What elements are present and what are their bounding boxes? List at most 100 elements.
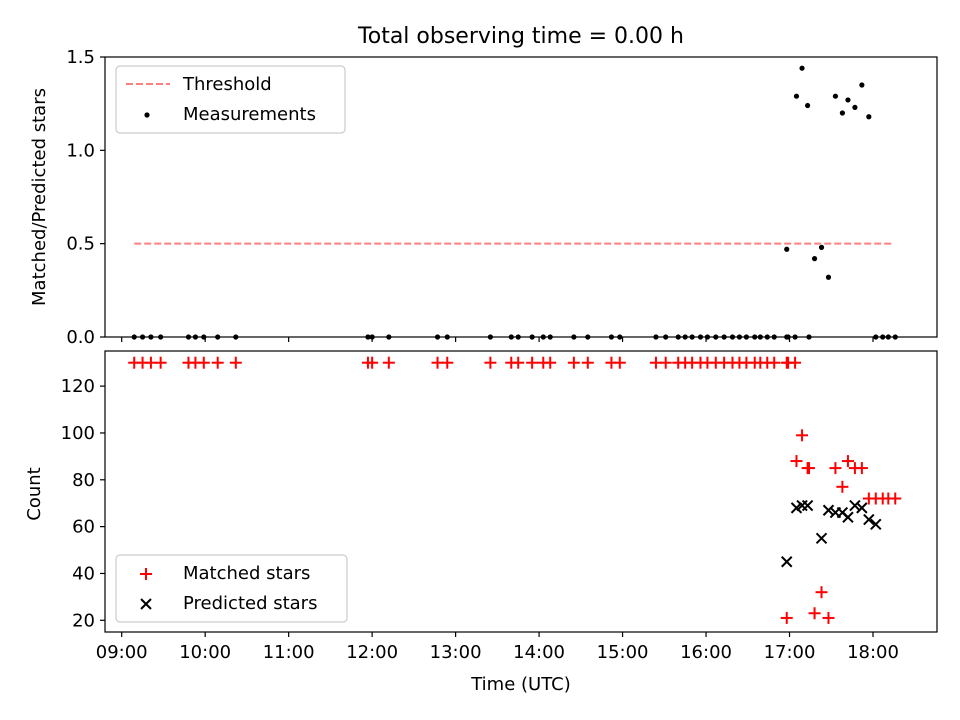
measurement-point — [811, 256, 818, 262]
predicted-star-point — [842, 511, 854, 523]
bottom-x-tick-label: 15:00 — [597, 642, 649, 663]
matched-star-point — [197, 356, 210, 369]
matched-star-point — [567, 356, 580, 369]
x-axis-label: Time (UTC) — [470, 674, 571, 695]
predicted-star-point — [870, 518, 882, 530]
bottom-x-tick-label: 11:00 — [263, 642, 315, 663]
bottom-x-tick-label: 10:00 — [179, 642, 231, 663]
legend-measurements-swatch — [144, 112, 150, 118]
bottom-x-tick-label: 16:00 — [680, 642, 732, 663]
bottom-y-tick-label: 60 — [72, 517, 95, 538]
matched-star-point — [229, 356, 242, 369]
top-legend: Threshold Measurements — [115, 65, 346, 134]
measurement-point — [818, 244, 825, 250]
bottom-x-tick-label: 09:00 — [96, 642, 148, 663]
matched-star-point — [836, 480, 849, 493]
predicted-star-point — [815, 532, 828, 545]
measurement-point — [866, 114, 872, 120]
measurement-point — [799, 65, 805, 71]
measurement-point — [832, 93, 839, 99]
bottom-y-tick-label: 100 — [61, 423, 95, 444]
matched-star-point — [841, 455, 854, 468]
bottom-y-axis-label: Count — [24, 467, 45, 520]
matched-star-point — [780, 611, 793, 624]
predicted-star-point — [856, 502, 868, 514]
predicted-star-b — [870, 518, 882, 530]
predicted-star-b — [856, 502, 868, 514]
matched-star-point — [526, 356, 539, 369]
matched-star-point — [803, 462, 815, 475]
predicted-star-point — [849, 499, 861, 512]
measurement-point — [839, 110, 845, 116]
matched-star-point — [829, 462, 842, 475]
legend-predicted-swatch — [140, 598, 152, 610]
bottom-y-tick-label: 40 — [72, 563, 95, 584]
matched-star-point — [768, 356, 781, 369]
matched-star-point — [855, 462, 868, 475]
matched-star-point — [790, 455, 803, 468]
predicted-star-b — [801, 499, 814, 512]
bottom-y-tick-label: 120 — [61, 376, 95, 397]
measurement-point — [784, 246, 790, 252]
matched-star-point — [789, 356, 802, 369]
predicted-star-point — [801, 499, 814, 512]
predicted-star-b — [849, 499, 861, 512]
matched-star-point — [382, 356, 395, 369]
legend-threshold-label: Threshold — [182, 74, 272, 95]
bottom-x-tick-label: 13:00 — [430, 642, 482, 663]
bottom-legend: Matched stars Predicted stars — [115, 554, 348, 623]
matched-star-point — [808, 607, 821, 620]
top-y-axis-label: Matched/Predicted stars — [29, 88, 50, 306]
legend-matched-swatch — [140, 568, 152, 580]
predicted-star-b — [842, 511, 854, 523]
bottom-x-tick-label: 12:00 — [346, 642, 398, 663]
matched-star-point — [815, 586, 828, 599]
bottom-x-tick-label: 14:00 — [513, 642, 565, 663]
measurement-point — [825, 274, 832, 280]
matched-star-point — [659, 356, 672, 369]
top-panel: 0.0 0.5 1.0 1.5 Matched/Predicted stars Thr… — [29, 47, 938, 348]
top-y-tick-label: 0.5 — [66, 234, 95, 255]
bottom-ticks: 20 40 60 80 100 120 09:00 10:00 11:00 12:00 13:00 1… — [61, 376, 899, 663]
matched-star-point — [484, 356, 497, 369]
bottom-y-tick-label: 80 — [72, 470, 95, 491]
matched-star-point — [544, 356, 557, 369]
matched-star-point — [796, 429, 809, 442]
matched-star-point — [154, 356, 167, 369]
top-y-tick-label: 1.0 — [66, 140, 95, 161]
matched-stars-points — [128, 356, 902, 624]
top-axes-frame — [104, 56, 938, 338]
matched-star-point — [822, 611, 835, 624]
matched-star-point — [613, 356, 626, 369]
measurement-point — [859, 82, 865, 88]
measurement-point — [793, 93, 800, 99]
predicted-star-point — [822, 504, 835, 516]
bottom-x-tick-label: 17:00 — [764, 642, 816, 663]
legend-predicted-label: Predicted stars — [183, 593, 317, 614]
predicted-star-b — [822, 504, 835, 516]
bottom-y-tick-label: 20 — [72, 610, 95, 631]
matched-star-point — [512, 356, 525, 369]
legend-matched-label: Matched stars — [183, 563, 310, 584]
predicted-star-b — [781, 556, 793, 568]
matched-star-point — [581, 356, 594, 369]
predicted-star-b — [836, 506, 849, 519]
predicted-star-b — [863, 513, 875, 526]
predicted-star-b — [815, 532, 828, 545]
predicted-stars-points — [781, 499, 882, 568]
bottom-panel: 20 40 60 80 100 120 09:00 10:00 11:00 12:00 13:00 1… — [24, 350, 938, 695]
predicted-star-point — [863, 513, 875, 526]
top-y-tick-label: 1.5 — [66, 47, 95, 68]
bottom-x-tick-label: 18:00 — [847, 642, 899, 663]
matched-star-point — [366, 356, 379, 369]
measurement-point — [852, 104, 858, 110]
matched-star-point — [889, 492, 902, 505]
matched-star-point — [441, 356, 454, 369]
legend-measurements-label: Measurements — [183, 104, 316, 125]
measurement-point — [805, 102, 811, 109]
predicted-star-point — [781, 556, 793, 568]
chart-title: Total observing time = 0.00 h — [357, 24, 684, 49]
top-y-tick-label: 0.0 — [66, 327, 95, 348]
measurement-point — [845, 97, 851, 103]
